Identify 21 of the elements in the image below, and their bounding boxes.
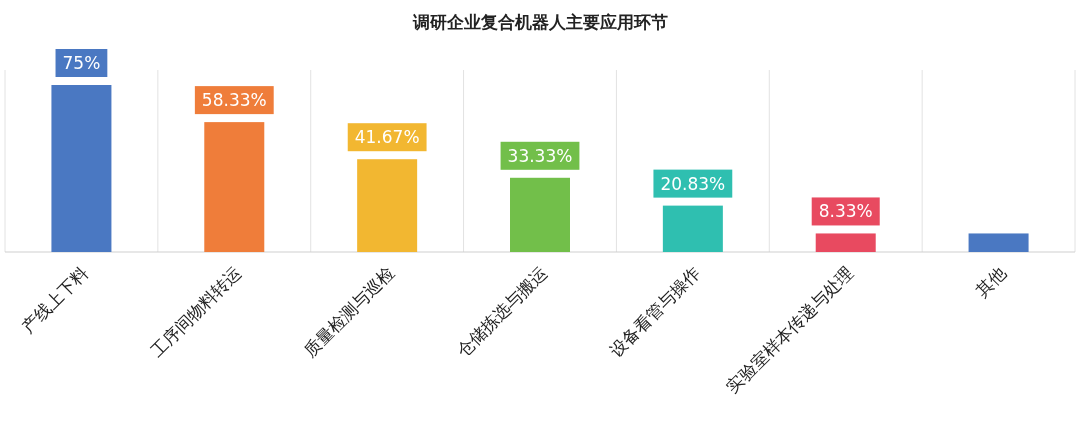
bar (51, 85, 112, 252)
bar (815, 233, 876, 252)
data-label: 41.67% (354, 127, 420, 148)
x-tick-label: 质量检测与巡检 (299, 262, 398, 361)
data-label: 8.33% (818, 201, 873, 222)
data-label: 75% (62, 53, 101, 73)
bar (662, 205, 723, 252)
data-label: 20.83% (660, 173, 726, 194)
bar (510, 177, 570, 252)
data-label: 33.33% (507, 145, 573, 166)
bar (204, 122, 265, 252)
x-tick-label: 产线上下料 (18, 262, 93, 337)
x-tick-label: 设备看管与操作 (605, 262, 704, 361)
x-tick-label: 工序间物料转运 (146, 262, 246, 361)
bar (357, 159, 418, 252)
x-tick-label: 其他 (971, 262, 1010, 301)
bar (968, 233, 1029, 252)
chart-title: 调研企业复合机器人主要应用环节 (411, 12, 668, 32)
x-tick-label: 实验室样本传递与处理 (722, 262, 857, 398)
x-tick-label: 仓储拣选与搬运 (452, 262, 551, 361)
data-label: 58.33% (201, 90, 267, 111)
